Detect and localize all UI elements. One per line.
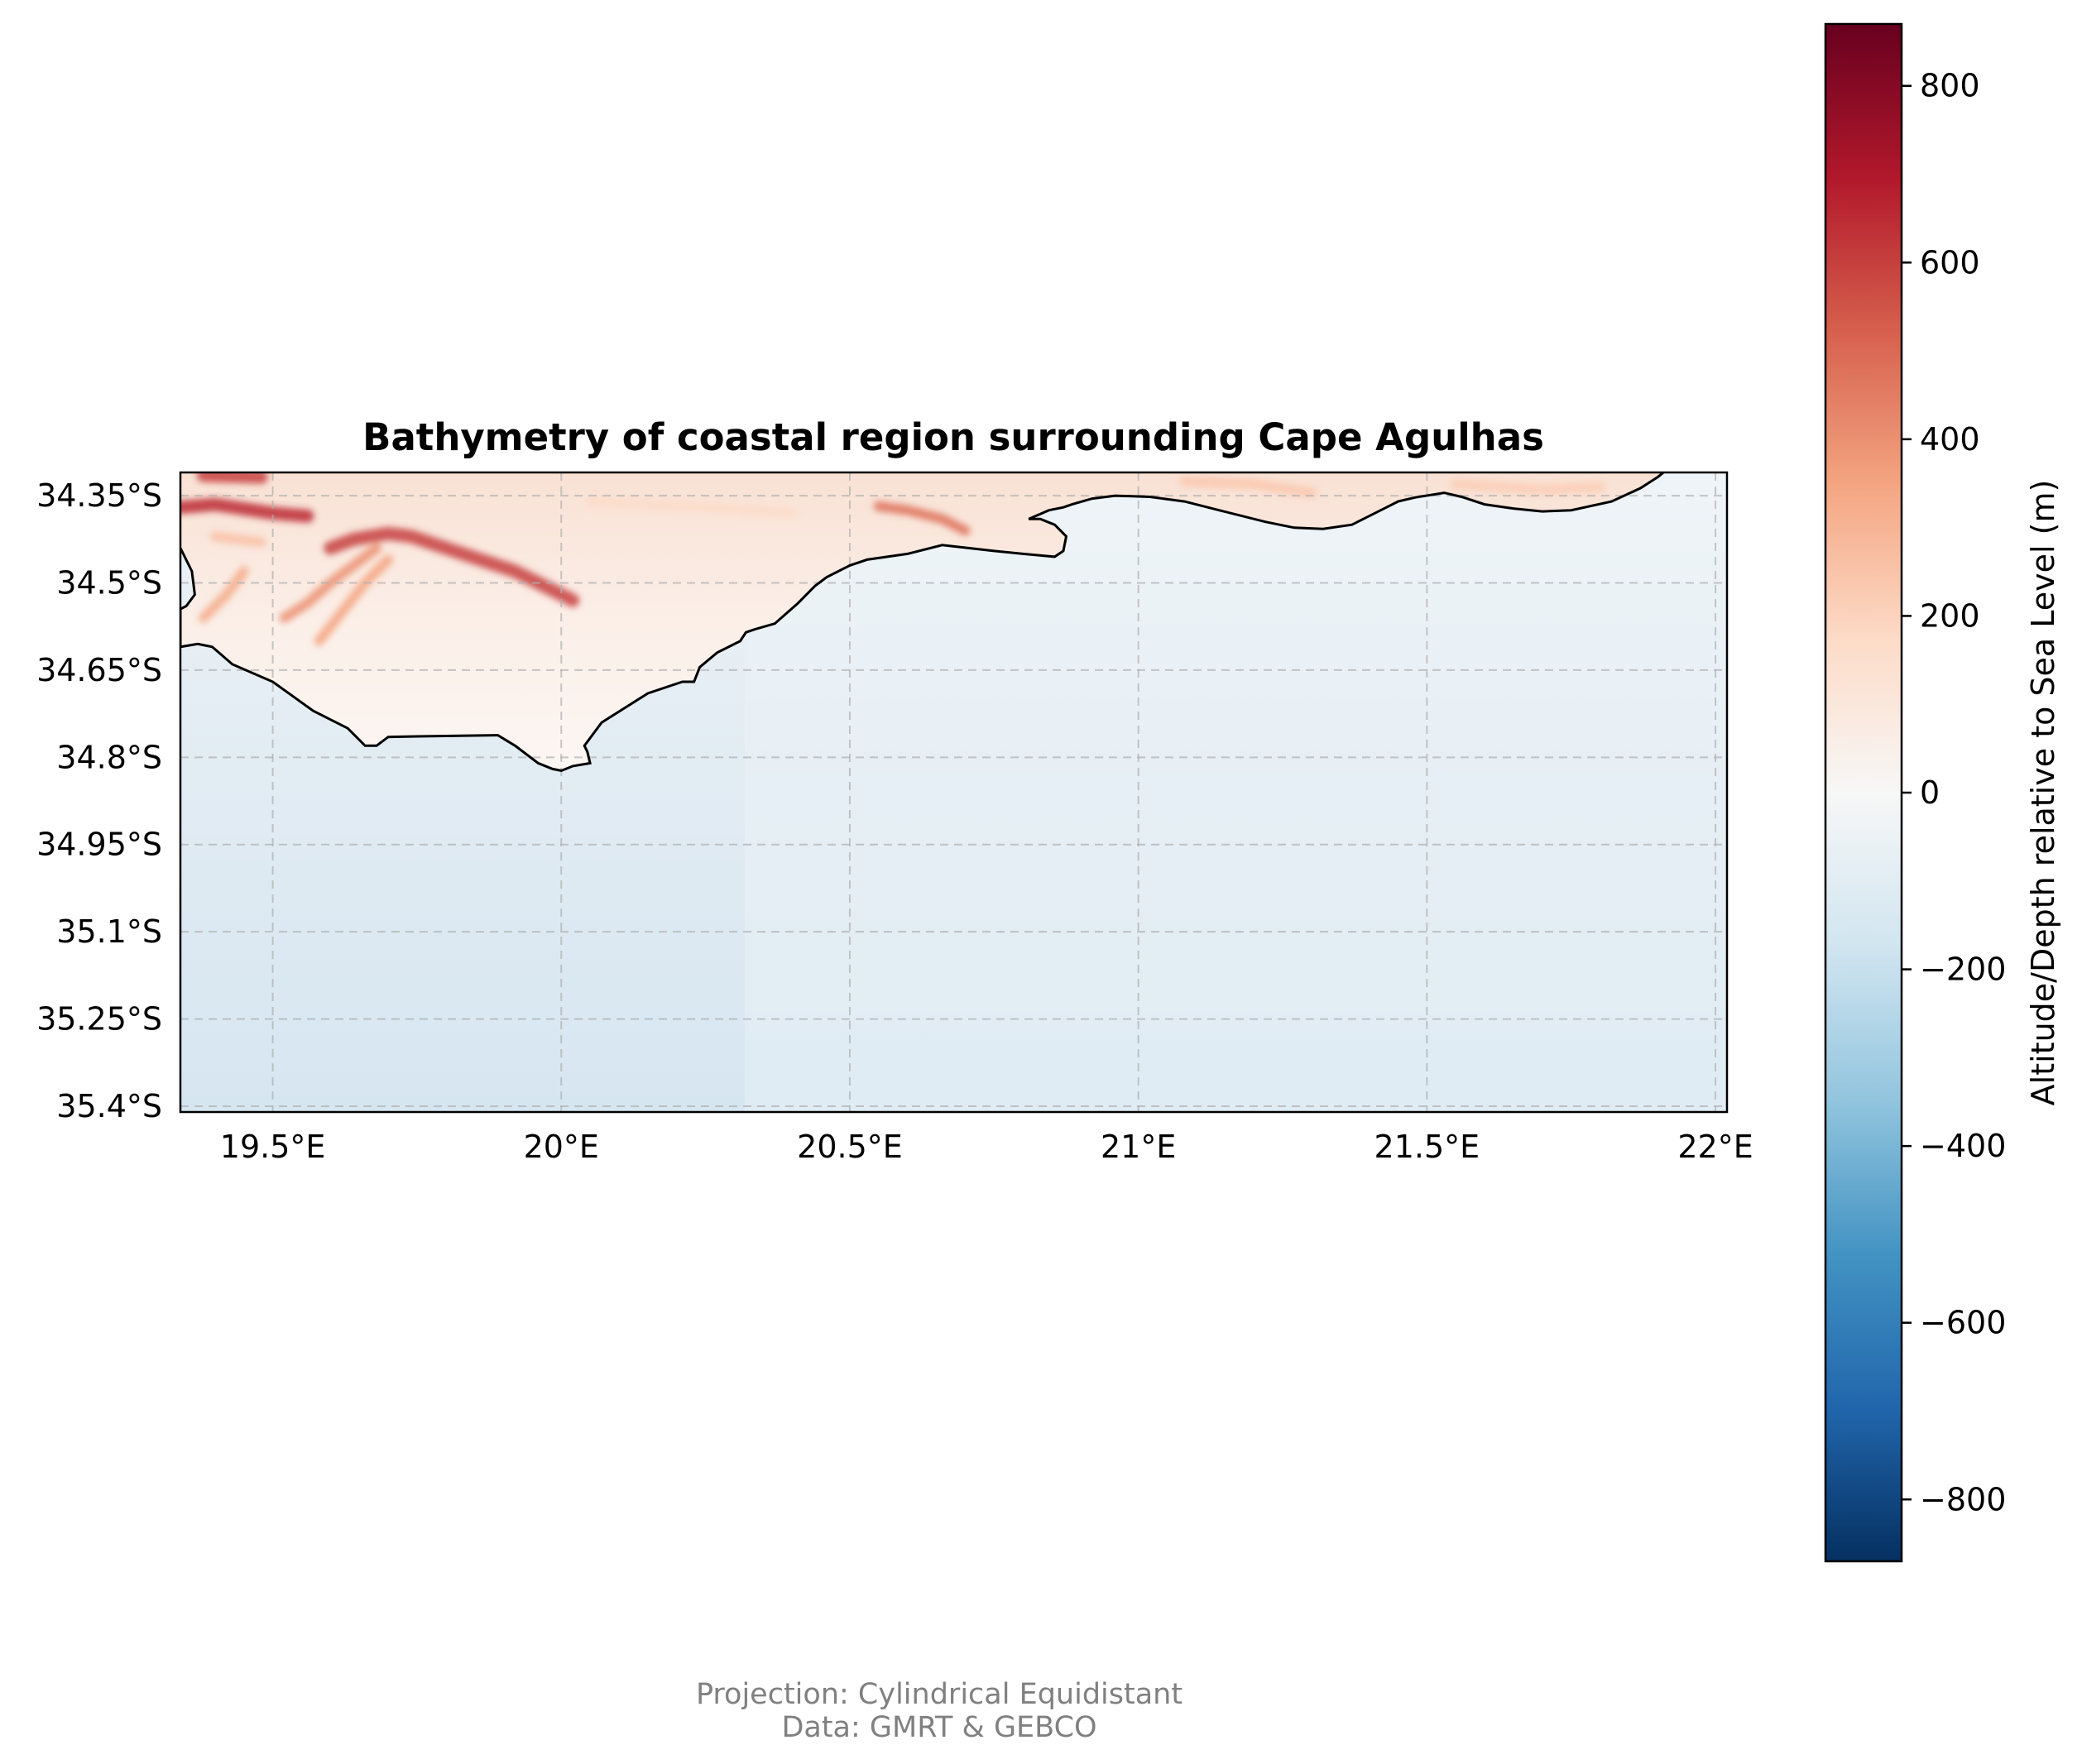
colorbar-tick-label: −200 bbox=[1920, 952, 2006, 988]
x-tick-label: 21.5°E bbox=[1374, 1129, 1480, 1165]
terrain-ridge bbox=[198, 566, 249, 623]
colorbar-tick-label: −800 bbox=[1920, 1481, 2006, 1517]
colorbar-ramp bbox=[1824, 22, 1903, 1563]
colorbar-ticks: 800 600 400 200 0 −200 −400 −600 −800 bbox=[1902, 68, 2006, 1517]
colorbar-tick-label: −400 bbox=[1920, 1128, 2006, 1164]
terrain-ridge bbox=[196, 472, 268, 484]
projection-note: Projection: Cylindrical Equidistant bbox=[695, 1678, 1183, 1711]
terrain-relief bbox=[180, 472, 1605, 646]
terrain-ridge bbox=[1179, 476, 1317, 498]
x-tick-label: 20.5°E bbox=[797, 1129, 903, 1165]
chart-title: Bathymetry of coastal region surrounding… bbox=[362, 415, 1544, 459]
terrain-ridge bbox=[324, 526, 580, 607]
y-axis-ticks: 34.35°S 34.5°S 34.65°S 34.8°S 34.95°S 35.1°S 3… bbox=[36, 477, 162, 1124]
y-tick-label: 34.8°S bbox=[56, 739, 162, 775]
x-tick-label: 20°E bbox=[524, 1129, 599, 1165]
x-axis-ticks: 19.5°E 20°E 20.5°E 21°E 21.5°E 22°E bbox=[220, 1129, 1753, 1165]
y-tick-label: 34.5°S bbox=[56, 565, 162, 602]
terrain-ridge bbox=[209, 531, 266, 548]
colorbar-label: Altitude/Depth relative to Sea Level (m) bbox=[2025, 480, 2061, 1106]
colorbar-tick-label: −600 bbox=[1920, 1305, 2006, 1341]
colorbar-tick-label: 0 bbox=[1920, 774, 1940, 811]
graticule bbox=[180, 472, 1727, 1112]
y-tick-label: 34.35°S bbox=[36, 477, 162, 514]
terrain-ridge bbox=[873, 501, 971, 536]
terrain-ridge bbox=[279, 543, 382, 623]
x-tick-label: 21°E bbox=[1101, 1129, 1176, 1165]
colorbar-tick-label: 600 bbox=[1920, 244, 1980, 280]
x-tick-label: 19.5°E bbox=[220, 1129, 326, 1165]
y-tick-label: 34.95°S bbox=[36, 827, 162, 863]
colorbar-tick-label: 400 bbox=[1920, 421, 1980, 458]
map-axes bbox=[180, 472, 1727, 1112]
sea-light-band bbox=[745, 472, 1727, 1112]
terrain-ridge bbox=[180, 497, 314, 523]
colorbar-tick-label: 200 bbox=[1920, 597, 1980, 634]
x-tick-label: 22°E bbox=[1677, 1129, 1753, 1165]
data-source-note: Data: GMRT & GEBCO bbox=[781, 1711, 1097, 1744]
map-frame bbox=[179, 471, 1729, 1114]
colorbar-tick-label: 800 bbox=[1920, 68, 1980, 104]
terrain-ridge bbox=[585, 496, 798, 519]
y-tick-label: 35.25°S bbox=[36, 1001, 162, 1038]
land-area bbox=[180, 472, 1666, 771]
y-tick-label: 35.1°S bbox=[56, 913, 162, 950]
terrain-ridge bbox=[1451, 479, 1605, 496]
y-tick-label: 35.4°S bbox=[56, 1088, 162, 1124]
y-tick-label: 34.65°S bbox=[36, 652, 162, 688]
coastline bbox=[180, 472, 1665, 773]
terrain-ridge bbox=[314, 554, 394, 646]
colorbar: 800 600 400 200 0 −200 −400 −600 −800 Altitude/D… bbox=[1824, 22, 2061, 1563]
